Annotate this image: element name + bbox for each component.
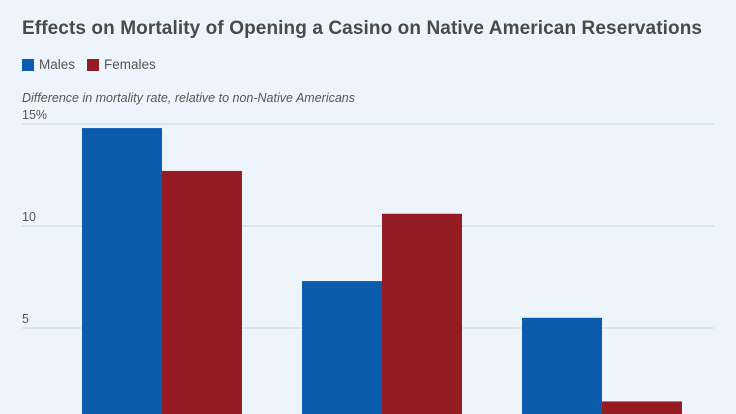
y-tick-label-10: 10 <box>22 210 36 224</box>
y-axis-title: Difference in mortality rate, relative t… <box>22 91 356 105</box>
legend: Males Females <box>22 57 168 72</box>
legend-label-males: Males <box>39 57 76 72</box>
bar-females-1 <box>162 170 242 414</box>
legend-item-males: Males <box>22 57 75 72</box>
legend-item-females: Females <box>87 57 156 72</box>
bar-females-2 <box>382 213 462 414</box>
legend-swatch-males <box>22 58 34 71</box>
bar-males-3 <box>522 317 602 414</box>
legend-label-females: Females <box>104 57 156 72</box>
legend-swatch-females <box>87 58 100 71</box>
y-tick-label-5: 5 <box>22 312 29 326</box>
bar-males-2 <box>302 281 382 414</box>
bar-females-3 <box>602 401 682 414</box>
bar-males-1 <box>82 128 162 414</box>
y-tick-label-15: 15% <box>22 108 47 122</box>
chart-title: Effects on Mortality of Opening a Casino… <box>22 18 703 39</box>
